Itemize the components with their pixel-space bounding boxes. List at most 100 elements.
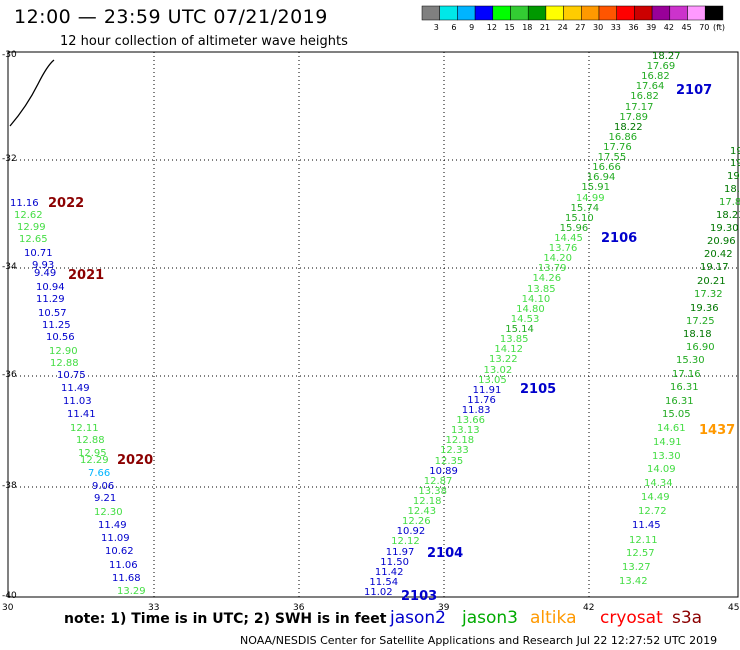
satellite-name: s3a [672, 608, 703, 628]
wave-height-label: 14.45 [554, 233, 583, 245]
wave-height-label: 10.94 [36, 282, 65, 293]
wave-height-label: 12.11 [70, 423, 99, 434]
wave-height-label: 18.23 [716, 210, 740, 221]
pass-label: 2021 [68, 268, 105, 283]
wave-height-label: 17.8 [719, 197, 740, 208]
wave-height-label: 13.38 [418, 485, 447, 497]
wave-height-label: 17.32 [694, 289, 723, 300]
legend-tick-label: 9 [469, 23, 475, 32]
wave-height-label: 13.79 [537, 263, 567, 275]
wave-height-label: 14.12 [494, 344, 524, 356]
plot-frame [7, 51, 739, 598]
wave-height-label: 11.68 [112, 573, 141, 584]
legend-swatch [704, 5, 724, 21]
wave-height-label: 12.57 [626, 548, 655, 559]
wave-height-label: 18.18 [683, 329, 712, 340]
footer-credit: NOAA/NESDIS Center for Satellite Applica… [240, 634, 718, 647]
wave-height-label: 11.42 [374, 566, 404, 578]
wave-height-label: 11.25 [42, 320, 71, 331]
wave-height-label: 12.88 [50, 358, 79, 369]
satellite-name: jason2 [390, 608, 446, 628]
lat-tick-label: -40 [2, 591, 17, 601]
wave-height-label: 15.96 [559, 222, 589, 234]
wave-height-label: 11.45 [632, 520, 661, 531]
wave-height-label: 11.97 [385, 546, 415, 558]
wave-height-label: 12.90 [49, 346, 78, 357]
wave-height-label: 16.94 [586, 172, 616, 184]
wave-height-label: 13.05 [478, 374, 507, 386]
wave-height-label: 12.33 [440, 445, 469, 457]
wave-height-label: 12.26 [402, 516, 431, 528]
wave-height-label: 9.21 [94, 493, 117, 504]
wave-height-label: 10.89 [429, 465, 458, 477]
lon-tick-label: 45 [728, 603, 740, 613]
wave-height-label: 12.99 [17, 222, 46, 233]
wave-height-label: 11.49 [61, 383, 90, 394]
wave-height-label: 12.72 [638, 506, 667, 517]
wave-height-label: 12.18 [412, 495, 442, 507]
wave-height-label: 11.06 [109, 560, 138, 571]
wave-height-label: 12.62 [14, 210, 43, 221]
pass-label: 2106 [601, 231, 638, 246]
wave-height-label: 14.53 [510, 313, 540, 325]
wave-height-label: 14.20 [543, 253, 572, 265]
wave-height-label: 12.11 [629, 535, 658, 546]
pass-label: 2020 [117, 453, 154, 468]
lon-tick-label: 36 [293, 603, 305, 613]
wave-height-label: 20.42 [704, 249, 733, 260]
legend-tick-label: 27 [575, 23, 586, 32]
legend-tick-label: 6 [451, 23, 457, 32]
legend-tick-label: 21 [539, 23, 551, 32]
color-legend [421, 5, 724, 21]
wave-height-label: 15.14 [505, 324, 534, 336]
wave-height-label: 13.30 [652, 451, 681, 462]
wave-height-label: 13.27 [622, 562, 651, 573]
wave-height-label: 14.34 [644, 478, 673, 489]
wave-height-label: 13.42 [619, 576, 648, 587]
pass-label: 2103 [401, 589, 438, 604]
lon-tick-label: 30 [2, 603, 14, 613]
wave-height-label: 18.0 [724, 184, 740, 195]
wave-height-label: 16.82 [641, 71, 670, 83]
wave-height-label: 11.41 [67, 409, 96, 420]
legend-tick-label: 70 [699, 23, 710, 32]
lon-tick-label: 33 [148, 603, 160, 613]
wave-height-label: 15.30 [676, 355, 705, 366]
wave-height-label: 18.22 [613, 121, 643, 133]
legend-tick-label: 36 [628, 23, 639, 32]
wave-height-label: 13.29 [117, 586, 146, 597]
legend-tick-label: 24 [557, 23, 568, 32]
wave-height-label: 11.50 [380, 556, 409, 568]
note-text: note: 1) Time is in UTC; 2) SWH is in fe… [64, 611, 387, 627]
wave-height-label: 17.76 [603, 142, 632, 154]
legend-tick-label: 18 [522, 23, 533, 32]
wave-height-label: 12.87 [423, 475, 453, 487]
lat-tick-label: -38 [2, 481, 17, 491]
pass-label: 2104 [427, 546, 464, 561]
wave-height-label: 7.66 [88, 468, 111, 479]
page-title: 12:00 — 23:59 UTC 07/21/2019 [14, 6, 328, 28]
wave-height-label: 17.69 [646, 61, 676, 73]
wave-height-label: 13.13 [450, 425, 480, 437]
wave-height-label: 15.74 [570, 202, 600, 214]
wave-height-label: 12.43 [407, 506, 437, 518]
wave-height-label: 11.29 [36, 294, 65, 305]
page-subtitle: 12 hour collection of altimeter wave hei… [60, 34, 348, 49]
lat-tick-label: -36 [2, 370, 17, 380]
satellite-name: jason3 [462, 608, 518, 628]
wave-height-label: 19.30 [710, 223, 739, 234]
wave-height-label: 12.88 [76, 435, 105, 446]
wave-height-label: 10.71 [24, 248, 53, 259]
pass-label: 2107 [676, 83, 713, 98]
wave-height-label: 9.06 [92, 481, 115, 492]
wave-height-label: 19 [730, 146, 740, 157]
wave-height-label: 11.83 [461, 404, 491, 416]
wave-height-label: 12.29 [80, 455, 109, 466]
wave-height-label: 19. [727, 171, 740, 182]
wave-height-label: 10.75 [57, 370, 86, 381]
wave-height-label: 14.80 [516, 303, 545, 315]
wave-height-label: 19.17 [700, 262, 729, 273]
lat-tick-label: -30 [2, 50, 17, 60]
wave-height-label: 10.56 [46, 332, 75, 343]
legend-tick-label: 45 [681, 23, 692, 32]
